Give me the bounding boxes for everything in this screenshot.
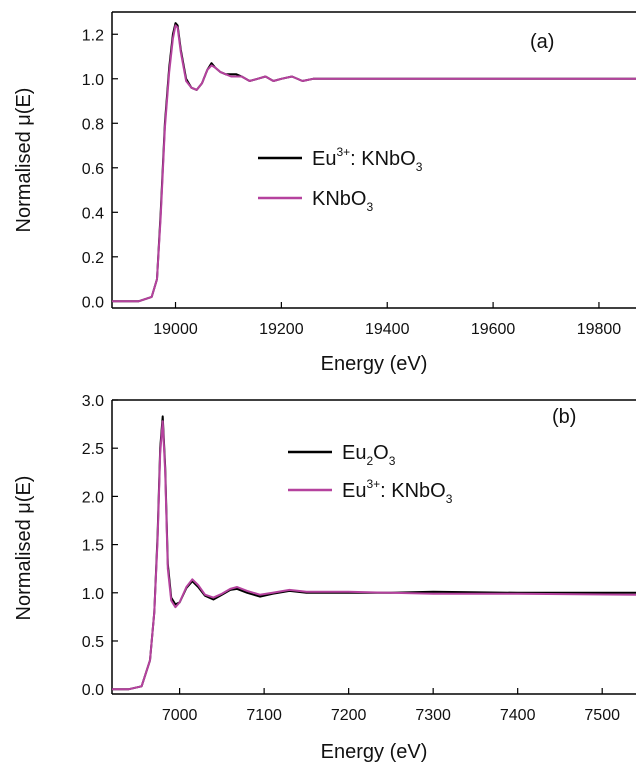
y-tick-label: 1.0 [82,586,104,603]
series-line-1 [112,420,636,691]
y-tick-label: 0.5 [82,634,104,651]
y-tick-label: 1.2 [82,27,104,44]
y-tick-label: 0.0 [82,682,104,699]
y-tick-label: 0.8 [82,116,104,133]
legend-label-eu-knbo3: Eu3+: KNbO3 [342,477,453,506]
series-group [112,22,636,303]
x-tick-label: 7300 [415,707,451,724]
chart-panel-a: 19000 19200 19400 19600 19800 0.00.20.40.60.… [13,11,636,375]
x-tick-label: 19400 [365,321,410,338]
x-ticks: 19000 19200 19400 19600 19800 [153,302,621,338]
y-tick-label: 3.0 [82,393,104,410]
legend-label-eu-knbo3: Eu3+: KNbO3 [312,145,423,174]
chart-panel-b: 7000 7100 7200 7300 7400 7500 0.0 0.5 1.0 1.5 2.0… [13,393,636,762]
y-tick-label: 2.0 [82,489,104,506]
legend-label-knbo3: KNbO3 [312,188,373,214]
x-tick-label: 19800 [577,321,622,338]
x-tick-label: 19000 [153,321,198,338]
y-tick-label: 0.6 [82,161,104,178]
y-ticks: 0.0 0.2 0.4 0.6 0.8 1.0 1.2 [82,27,118,311]
x-tick-label: 19600 [471,321,516,338]
series-line-1 [112,24,636,303]
y-axis-label: Normalised μ(E) [13,88,35,233]
x-tick-label: 19200 [259,321,304,338]
x-axis-label: Energy (eV) [321,741,428,762]
y-axis-label: Normalised μ(E) [13,476,35,621]
y-tick-label: 0.0 [82,294,104,311]
x-ticks: 7000 7100 7200 7300 7400 7500 [162,688,620,724]
y-tick-label: 1.0 [82,72,104,89]
y-tick-label: 2.5 [82,441,104,458]
panel-label: (a) [530,31,554,53]
y-tick-label: 0.2 [82,250,104,267]
x-tick-label: 7100 [246,707,282,724]
legend-label-eu2o3: Eu2O3 [342,442,396,468]
x-tick-label: 7400 [500,707,536,724]
y-tick-label: 1.5 [82,538,104,555]
x-tick-label: 7500 [584,707,620,724]
series-group [112,415,636,691]
legend: Eu2O3 Eu3+: KNbO3 [288,442,453,506]
x-axis-label: Energy (eV) [321,353,428,375]
y-tick-label: 0.4 [82,205,104,222]
legend: Eu3+: KNbO3 KNbO3 [258,145,423,214]
x-tick-label: 7200 [331,707,367,724]
y-ticks: 0.0 0.5 1.0 1.5 2.0 2.5 3.0 [82,393,118,699]
panel-label: (b) [552,406,576,428]
x-tick-label: 7000 [162,707,198,724]
